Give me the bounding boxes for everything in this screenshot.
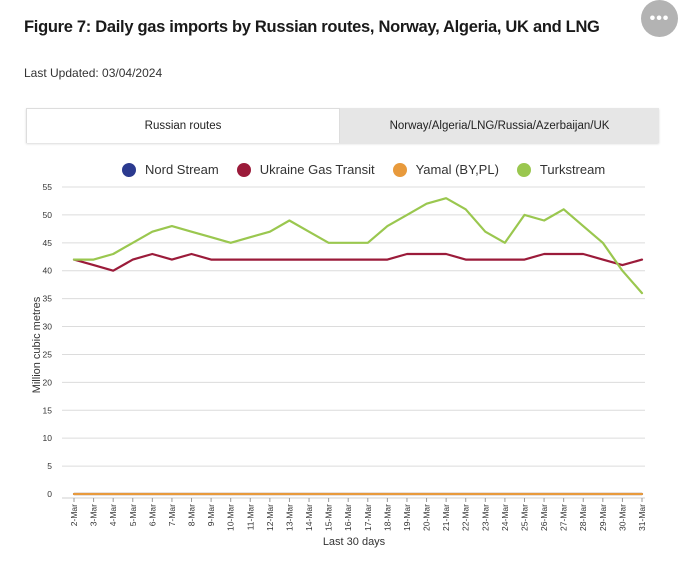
- x-tick-label: 11-Mar: [245, 504, 255, 530]
- y-tick-label: 10: [43, 433, 53, 443]
- y-axis-label: Million cubic metres: [31, 296, 43, 393]
- x-tick-label: 25-Mar: [519, 504, 529, 531]
- x-tick-label: 26-Mar: [539, 504, 549, 531]
- x-tick-label: 3-Mar: [89, 504, 99, 526]
- x-tick-label: 19-Mar: [402, 504, 412, 531]
- x-tick-label: 2-Mar: [69, 504, 79, 526]
- x-tick-label: 30-Mar: [617, 504, 627, 531]
- y-tick-label: 55: [43, 182, 53, 192]
- x-tick-label: 17-Mar: [363, 504, 373, 531]
- x-tick-label: 21-Mar: [441, 504, 451, 531]
- y-tick-label: 45: [43, 238, 53, 248]
- legend-swatch-turkstream: [516, 162, 531, 177]
- chart-legend: Nord Stream Ukraine Gas Transit Yamal (B…: [122, 162, 623, 177]
- x-tick-label: 4-Mar: [108, 504, 118, 526]
- tab-all-sources[interactable]: Norway/Algeria/LNG/Russia/Azerbaijan/UK: [340, 108, 659, 143]
- legend-label-turkstream: Turkstream: [539, 162, 606, 177]
- x-tick-label: 16-Mar: [343, 504, 353, 531]
- series-line-turkstream: [72, 197, 644, 295]
- more-options-button[interactable]: •••: [641, 0, 678, 37]
- x-tick-label: 28-Mar: [578, 504, 588, 531]
- y-tick-label: 30: [43, 322, 53, 332]
- x-tick-label: 15-Mar: [324, 504, 334, 531]
- legend-swatch-nord-stream: [122, 162, 136, 177]
- y-tick-label: 40: [43, 266, 53, 276]
- legend-swatch-yamal: [392, 162, 407, 177]
- series-line-ukraine: [72, 252, 644, 272]
- last-updated: Last Updated: 03/04/2024: [24, 66, 163, 80]
- legend-label-yamal: Yamal (BY,PL): [415, 162, 499, 177]
- y-tick-label: 0: [47, 489, 52, 499]
- x-tick-label: 13-Mar: [284, 504, 294, 531]
- y-tick-label: 15: [43, 405, 53, 415]
- x-tick-label: 10-Mar: [226, 504, 236, 531]
- x-tick-label: 9-Mar: [206, 504, 216, 526]
- x-tick-label: 6-Mar: [147, 504, 157, 526]
- x-tick-label: 12-Mar: [265, 504, 275, 531]
- legend-label-nord-stream: Nord Stream: [145, 162, 219, 177]
- x-tick-label: 27-Mar: [559, 504, 569, 531]
- x-tick-label: 20-Mar: [422, 504, 432, 531]
- x-tick-label: 22-Mar: [461, 504, 471, 531]
- tab-russian-routes[interactable]: Russian routes: [26, 108, 340, 143]
- legend-item-nord-stream[interactable]: Nord Stream: [122, 162, 219, 177]
- x-tick-label: 5-Mar: [128, 504, 138, 526]
- y-tick-label: 5: [47, 461, 52, 471]
- x-axis-label: Last 30 days: [323, 536, 386, 548]
- legend-item-ukraine[interactable]: Ukraine Gas Transit: [236, 162, 375, 177]
- x-tick-label: 24-Mar: [500, 504, 510, 531]
- x-tick-label: 23-Mar: [480, 504, 490, 531]
- y-tick-label: 20: [43, 377, 53, 387]
- x-tick-label: 8-Mar: [187, 504, 197, 526]
- legend-item-turkstream[interactable]: Turkstream: [516, 162, 606, 177]
- x-tick-label: 31-Mar: [637, 504, 647, 531]
- legend-swatch-ukraine: [236, 162, 251, 177]
- chart-title: Figure 7: Daily gas imports by Russian r…: [24, 18, 600, 36]
- x-tick-label: 14-Mar: [304, 504, 314, 531]
- x-tick-label: 18-Mar: [382, 504, 392, 531]
- x-tick-label: 29-Mar: [598, 504, 608, 531]
- legend-label-ukraine: Ukraine Gas Transit: [259, 162, 375, 177]
- y-tick-label: 50: [43, 210, 53, 220]
- legend-item-yamal[interactable]: Yamal (BY,PL): [392, 162, 499, 177]
- tab-bar: Russian routes Norway/Algeria/LNG/Russia…: [26, 108, 659, 143]
- y-tick-label: 25: [43, 349, 53, 359]
- x-tick-label: 7-Mar: [167, 504, 177, 526]
- y-tick-label: 35: [43, 294, 53, 304]
